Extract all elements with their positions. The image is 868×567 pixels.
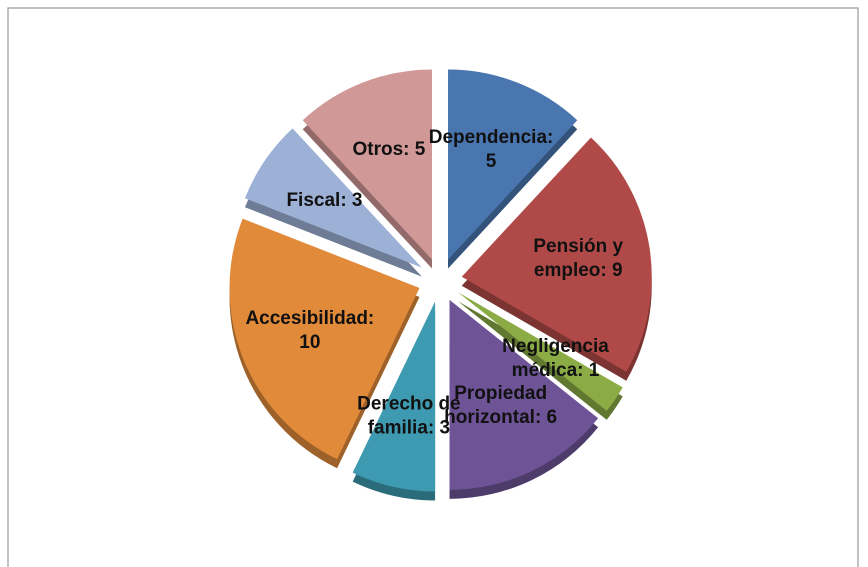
slice <box>352 301 436 492</box>
slice-label: Fiscal: 3 <box>286 190 362 211</box>
slice <box>229 218 420 460</box>
slice <box>448 69 578 260</box>
slice <box>244 128 422 268</box>
slice <box>449 299 599 490</box>
slice-label: Otros: 5 <box>352 139 425 160</box>
slice-label: Pensión y empleo: 9 <box>533 236 623 281</box>
slice <box>458 292 623 411</box>
slice-label: Propiedad horizontal: 6 <box>444 383 557 428</box>
slice-label: Derecho de familia: 3 <box>357 393 460 438</box>
slice <box>461 137 652 372</box>
slice-label: Accesibilidad: 10 <box>245 308 374 353</box>
chart-frame <box>7 7 859 567</box>
slice-label: Dependencia: 5 <box>429 127 554 172</box>
slice <box>302 69 432 260</box>
slice-label: Negligencia médica: 1 <box>502 336 609 381</box>
